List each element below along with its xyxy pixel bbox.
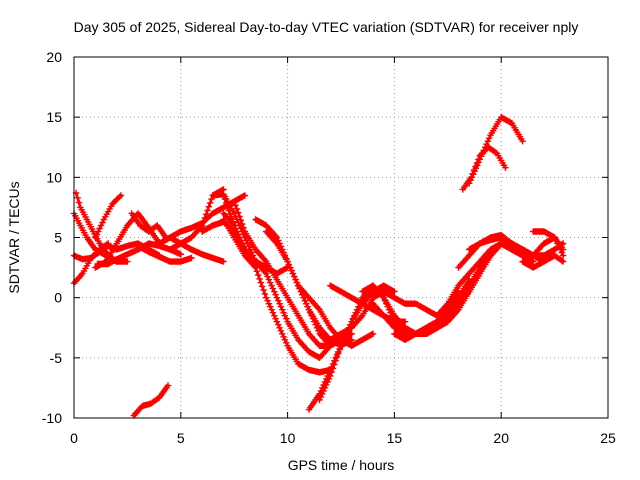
- series-point-markers: [92, 192, 125, 241]
- series-point-markers: [466, 114, 526, 187]
- y-tick-label: 20: [46, 49, 62, 65]
- series-point-markers: [134, 242, 195, 265]
- y-tick-label: -5: [50, 350, 63, 366]
- series-track-37: [466, 114, 526, 187]
- data-series: [70, 114, 567, 419]
- series-point-markers: [530, 234, 567, 259]
- series-track-07: [92, 210, 163, 271]
- series-track-05: [92, 192, 125, 241]
- series-point-markers: [412, 240, 516, 319]
- x-tick-label: 25: [600, 430, 616, 446]
- series-point-markers: [128, 210, 169, 241]
- x-tick-label: 0: [70, 430, 78, 446]
- y-tick-label: 15: [46, 109, 62, 125]
- series-point-markers: [220, 192, 334, 361]
- series-point-markers: [130, 382, 172, 419]
- series-point-markers: [433, 240, 537, 331]
- series-point-markers: [295, 282, 377, 349]
- series-track-13: [130, 382, 172, 419]
- series-track-31: [412, 240, 516, 319]
- chart-title: Day 305 of 2025, Sidereal Day-to-day VTE…: [74, 19, 579, 35]
- series-track-18: [220, 192, 334, 361]
- y-tick-label: 0: [54, 290, 62, 306]
- x-axis-label: GPS time / hours: [288, 457, 395, 473]
- series-point-markers: [519, 252, 567, 271]
- axis-ticks: 0 5 10 15 20 25 -10 -5 0 5 10 15 20: [42, 49, 616, 446]
- series-track-33: [433, 240, 537, 331]
- x-tick-label: 15: [387, 430, 403, 446]
- x-tick-label: 10: [280, 430, 296, 446]
- series-point-markers: [220, 216, 334, 376]
- x-tick-label: 5: [177, 430, 185, 446]
- y-tick-label: 5: [54, 230, 62, 246]
- series-track-09: [134, 242, 195, 265]
- series-track-40: [519, 252, 567, 271]
- y-axis-label: SDTVAR / TECUs: [6, 181, 22, 293]
- y-tick-label: 10: [46, 169, 62, 185]
- series-track-41: [530, 234, 567, 259]
- series-point-markers: [92, 210, 163, 271]
- series-track-21: [263, 228, 355, 349]
- x-tick-label: 20: [493, 430, 509, 446]
- series-track-08: [128, 210, 169, 241]
- series-track-17: [220, 216, 334, 376]
- y-tick-label: -10: [42, 410, 62, 426]
